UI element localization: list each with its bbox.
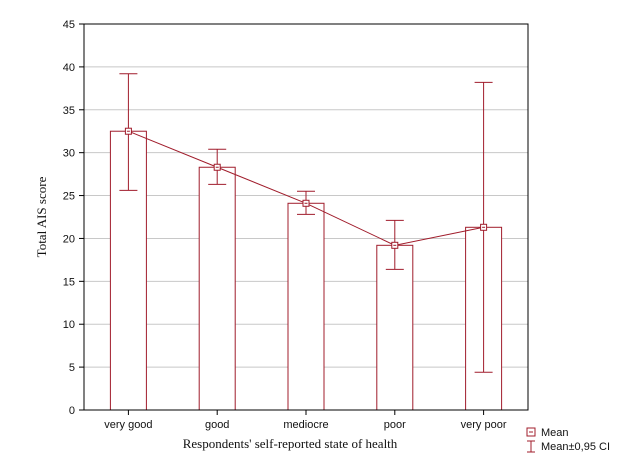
y-tick-label: 30 xyxy=(63,148,75,160)
x-axis-title: Respondents' self-reported state of heal… xyxy=(183,436,398,451)
y-tick-label: 5 xyxy=(69,362,75,374)
y-axis-title: Total AIS score xyxy=(34,176,49,257)
legend-mean-label: Mean xyxy=(541,427,569,439)
bar xyxy=(376,244,414,411)
y-tick-label: 20 xyxy=(63,233,75,245)
y-tick-label: 35 xyxy=(63,105,75,117)
mean-line xyxy=(124,127,488,249)
y-tick-label: 0 xyxy=(69,405,75,417)
x-tick-label: very good xyxy=(104,419,152,431)
x-tick-label: poor xyxy=(384,419,406,431)
legend-mean-marker xyxy=(526,427,536,437)
y-tick-label: 25 xyxy=(63,191,75,203)
bar xyxy=(287,202,325,411)
y-tick-label: 40 xyxy=(63,62,75,74)
legend-ci-label: Mean±0,95 CI xyxy=(541,441,610,453)
x-tick-label: mediocre xyxy=(283,419,328,431)
x-axis-ticks: very good good mediocre poor very poor xyxy=(104,410,507,431)
y-tick-label: 10 xyxy=(63,319,75,331)
legend: Mean Mean±0,95 CI xyxy=(526,427,610,453)
y-axis-ticks: 0 5 10 15 20 25 30 35 40 45 xyxy=(63,19,84,417)
y-tick-label: 15 xyxy=(63,276,75,288)
x-tick-label: good xyxy=(205,419,229,431)
x-tick-label: very poor xyxy=(461,419,507,431)
bar xyxy=(198,166,236,411)
y-tick-label: 45 xyxy=(63,19,75,31)
bars xyxy=(109,130,503,411)
